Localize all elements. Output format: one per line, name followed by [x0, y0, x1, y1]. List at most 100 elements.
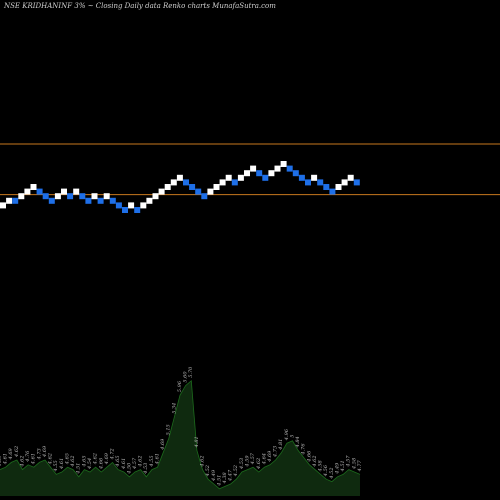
volume-label: 4.62: [312, 455, 318, 467]
renko-brick-down: [329, 188, 336, 195]
volume-label: 4.52: [205, 465, 211, 477]
renko-brick-up: [170, 179, 177, 186]
volume-label: 4.77: [357, 459, 363, 472]
volume-label: 5.15: [166, 424, 172, 435]
volume-label: 4.55: [149, 455, 155, 467]
renko-brick-up: [280, 161, 287, 167]
renko-brick-down: [195, 188, 202, 195]
volume-label: 4.58: [318, 460, 324, 472]
renko-brick-up: [213, 184, 220, 190]
renko-brick-up: [207, 188, 214, 195]
renko-brick-down: [79, 193, 86, 200]
renko-brick-up: [54, 193, 61, 200]
volume-label: 4.51: [76, 463, 82, 475]
volume-label: 4.55: [53, 460, 59, 472]
volume-label: 4.72: [110, 448, 116, 460]
renko-brick-up: [274, 165, 281, 172]
volume-label: 4.65: [115, 455, 121, 467]
volume-label: 4.84: [295, 436, 301, 448]
volume-label: 4.62: [70, 455, 76, 467]
volume-label: 4.73: [273, 446, 279, 458]
renko-brick-up: [158, 188, 165, 195]
renko-brick-down: [317, 179, 324, 186]
volume-label: 4.73: [36, 448, 42, 460]
volume-label: 4.76: [25, 450, 31, 463]
renko-brick-up: [140, 202, 147, 209]
renko-brick-down: [109, 197, 116, 204]
volume-label: 4.61: [59, 458, 65, 470]
volume-label: 4.81: [278, 439, 284, 451]
renko-brick-up: [73, 188, 80, 195]
renko-brick-up: [146, 197, 153, 204]
renko-brick-down: [12, 197, 19, 204]
renko-brick-down: [115, 202, 122, 209]
volume-label: 4.69: [104, 452, 110, 465]
renko-brick-up: [0, 202, 6, 209]
renko-brick-down: [305, 179, 311, 186]
renko-brick-up: [61, 188, 67, 195]
volume-label: 4.51: [340, 460, 346, 472]
volume-label: 4.96: [284, 428, 290, 441]
volume-label: 4.47: [228, 469, 234, 482]
volume-label: 4.65: [81, 455, 87, 467]
renko-brick-up: [164, 184, 171, 190]
volume-label: 4.62: [93, 453, 99, 465]
renko-brick-up: [103, 193, 110, 200]
volume-label: 4.69: [42, 445, 48, 458]
renko-brick-down: [67, 193, 74, 200]
volume-label: 4.51: [216, 475, 222, 487]
volume-label: 4.81: [194, 436, 200, 448]
renko-brick-down: [42, 193, 49, 200]
volume-label: 5: [290, 435, 296, 438]
volume-label: 5.70: [188, 366, 194, 378]
volume-label: 4.62: [48, 453, 54, 465]
renko-brick-up: [347, 174, 354, 181]
volume-panel: 4.69 4.61 4.69 4.624.62 4.76 4.61 4.73 4.694.62…: [0, 366, 363, 496]
volume-label: 4.61: [3, 453, 9, 465]
renko-brick-down: [292, 170, 299, 177]
renko-brick-up: [128, 202, 135, 209]
renko-brick-down: [122, 207, 128, 213]
volume-label: 4.49: [211, 469, 217, 482]
volume-label: 4.57: [346, 455, 352, 468]
volume-label: 5.60: [183, 371, 189, 383]
renko-brick-up: [176, 174, 183, 181]
renko-brick-down: [286, 165, 293, 172]
volume-label: 4.66: [98, 457, 104, 470]
volume-label: 4.54: [87, 458, 93, 470]
volume-label: 4.69: [0, 455, 3, 468]
renko-brick-down: [85, 197, 92, 204]
renko-brick-down: [323, 184, 330, 190]
volume-area: [0, 380, 360, 496]
volume-line: [0, 379, 361, 490]
renko-brick-up: [335, 184, 342, 190]
volume-label: 4.61: [31, 453, 37, 465]
renko-brick-up: [219, 179, 226, 186]
volume-label: 4.62: [20, 455, 26, 467]
volume-label: 4.53: [143, 463, 149, 475]
volume-label: 4.57: [132, 457, 138, 470]
renko-brick-down: [353, 179, 360, 186]
renko-brick-up: [30, 184, 37, 190]
volume-label: 4.52: [329, 467, 335, 479]
renko-brick-down: [36, 188, 43, 195]
renko-brick-down: [48, 197, 55, 204]
renko-brick-down: [97, 197, 104, 204]
volume-label: 4.59: [245, 455, 251, 468]
renko-brick-up: [225, 174, 232, 181]
volume-label: 4.50: [126, 462, 132, 475]
volume-label: 4.56: [323, 464, 329, 477]
volume-label: 4.38: [222, 472, 228, 484]
renko-brick-up: [250, 165, 257, 172]
renko-brick-up: [24, 188, 31, 195]
renko-brick-down: [231, 179, 238, 186]
renko-brick-down: [201, 193, 208, 200]
renko-brick-up: [244, 170, 250, 177]
chart-title: NSE KRIDHANINF 3% ~ Closing Daily data R…: [3, 2, 276, 10]
renko-brick-up: [268, 170, 275, 177]
volume-label: 4.61: [121, 458, 127, 470]
renko-brick-up: [6, 197, 13, 204]
renko-brick-up: [341, 179, 348, 186]
